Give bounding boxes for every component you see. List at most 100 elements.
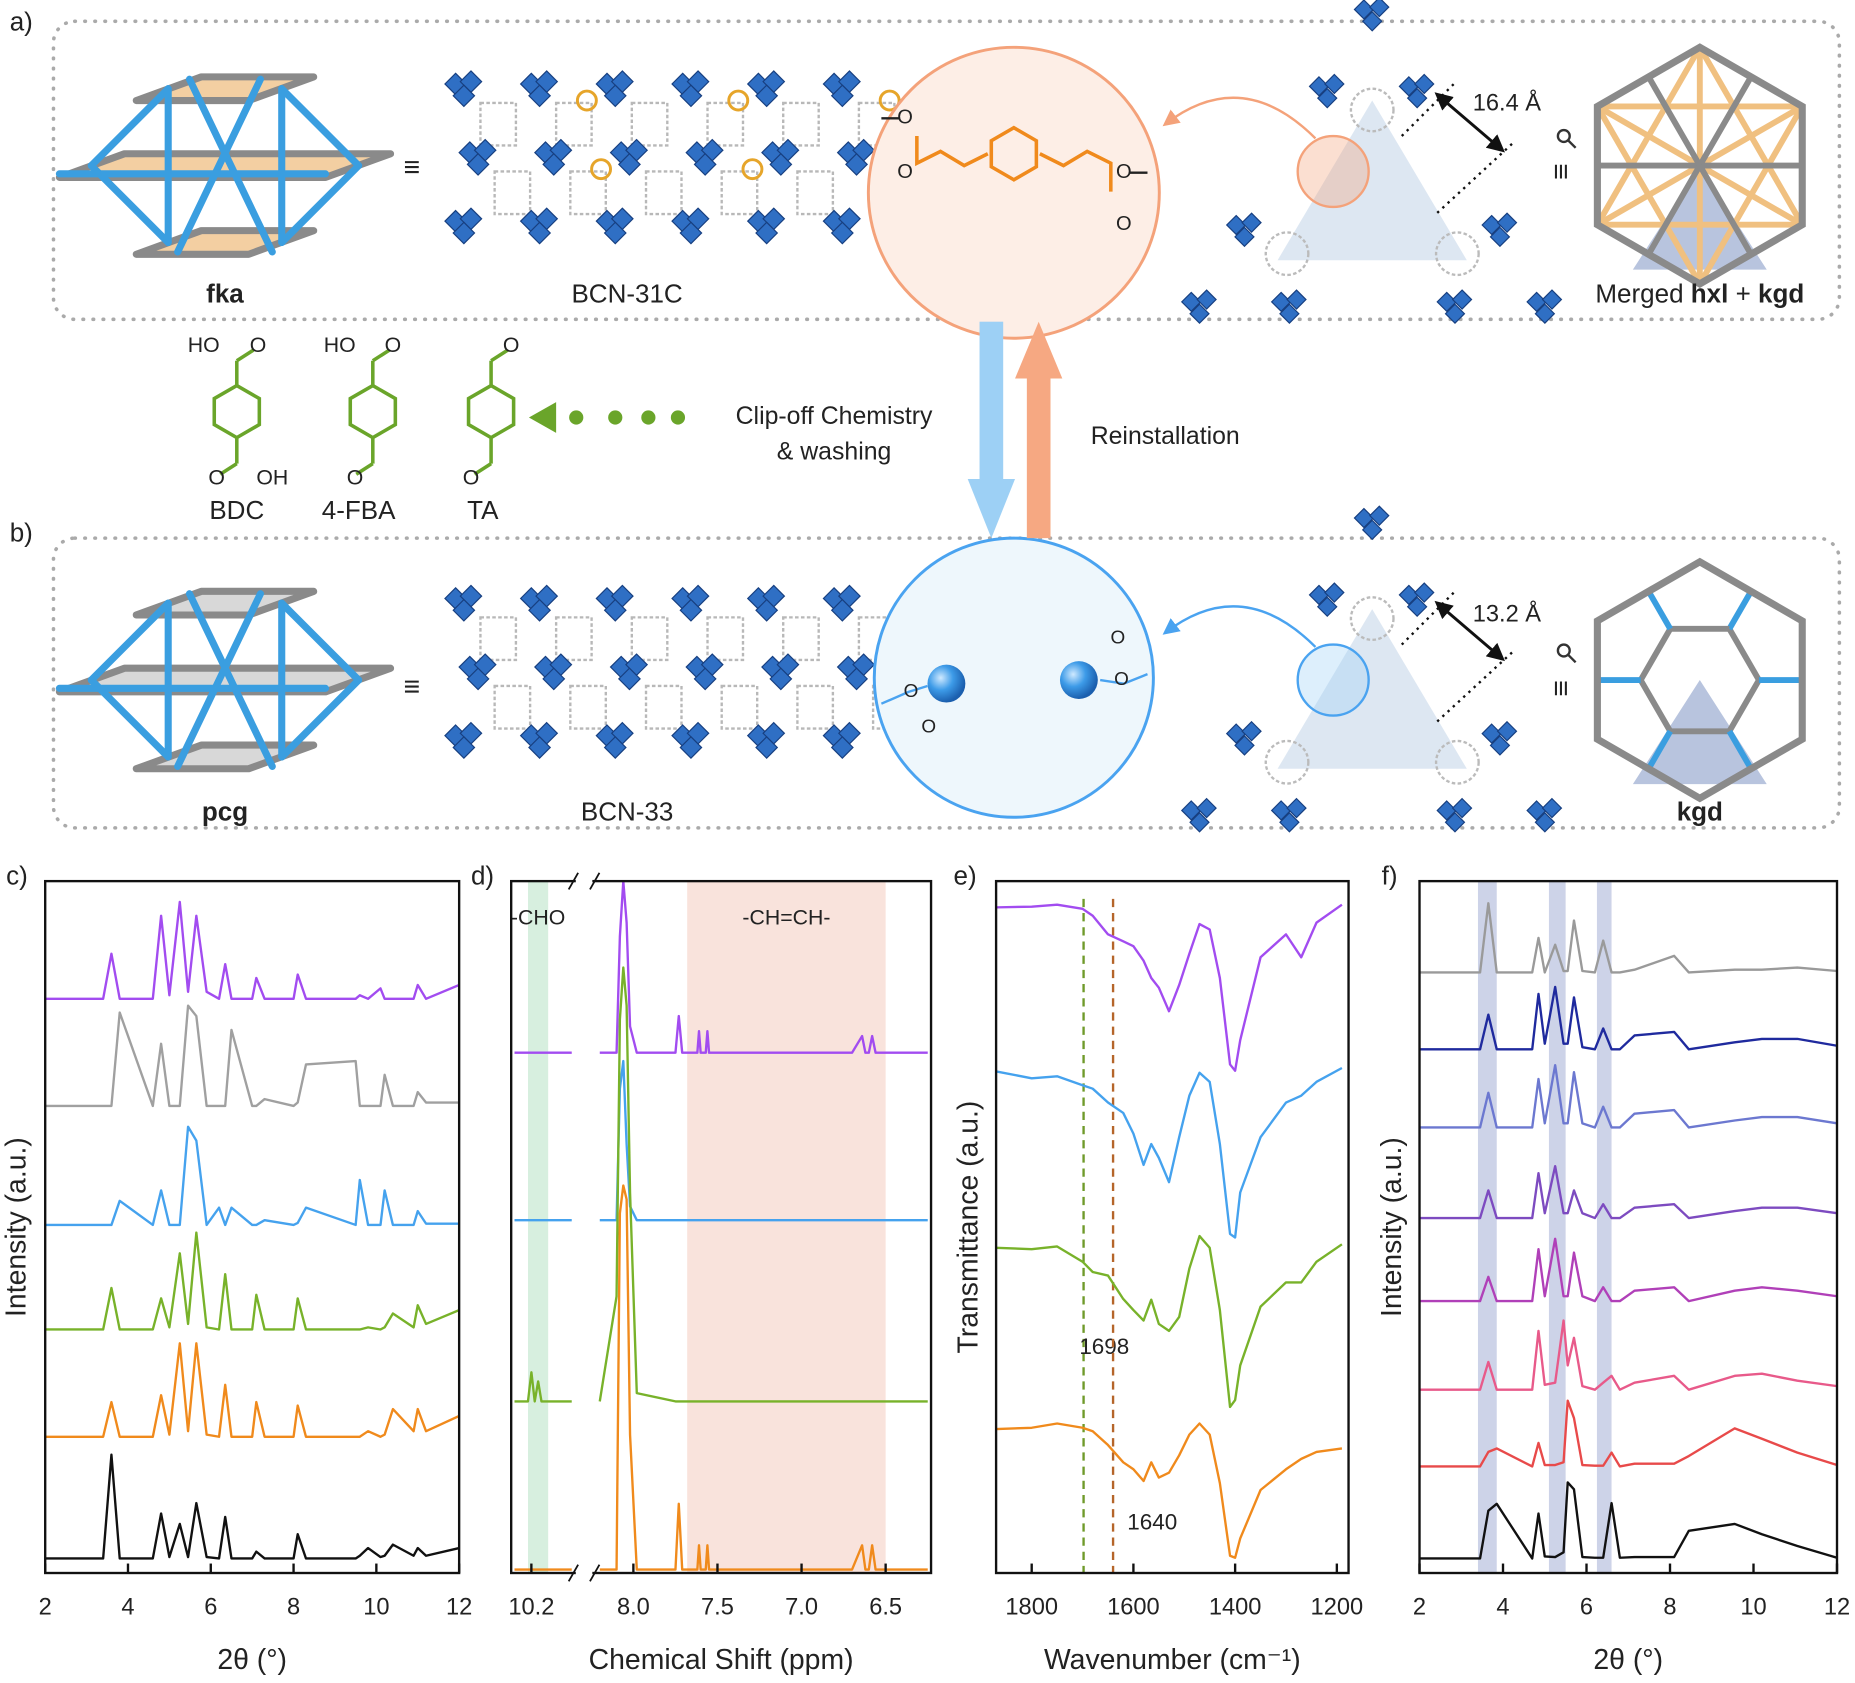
arrow bbox=[1015, 321, 1063, 379]
linker bbox=[493, 684, 532, 730]
bond bbox=[371, 348, 391, 363]
net-label-part: kgd bbox=[1758, 279, 1804, 309]
net-edge bbox=[1697, 164, 1754, 256]
net-edge bbox=[278, 676, 363, 761]
magnifier bbox=[1556, 643, 1571, 658]
magnifier bbox=[1556, 128, 1571, 144]
linker bbox=[493, 170, 532, 216]
label: pcg bbox=[202, 797, 248, 827]
net-edge bbox=[87, 676, 172, 761]
pointer bbox=[1162, 96, 1317, 140]
cluster bbox=[830, 598, 854, 622]
cluster bbox=[528, 84, 552, 108]
chart: 2 4 6 8 10 12 2θ (°) Intensity (a.u.) f) bbox=[1376, 860, 1850, 1676]
panel-label: e) bbox=[954, 860, 977, 890]
label: kgd bbox=[1677, 797, 1723, 827]
linker bbox=[741, 158, 764, 181]
bond bbox=[355, 462, 374, 476]
cluster bbox=[1241, 212, 1262, 233]
linker-name: TA bbox=[467, 495, 499, 525]
highlight-band bbox=[1477, 881, 1497, 1574]
net-edge bbox=[87, 599, 172, 684]
cluster bbox=[1451, 797, 1473, 819]
linker bbox=[644, 170, 683, 216]
net-edge bbox=[278, 599, 363, 684]
net-edge bbox=[1646, 75, 1703, 168]
linker bbox=[644, 684, 683, 730]
cluster bbox=[693, 152, 717, 176]
region-label: -CH=CH- bbox=[742, 906, 830, 930]
ring bbox=[466, 383, 516, 440]
cluster bbox=[466, 667, 490, 691]
cluster bbox=[452, 598, 476, 622]
plot-frame bbox=[994, 879, 1350, 1575]
label: O bbox=[897, 107, 913, 129]
label: 13.2 Å bbox=[1473, 599, 1542, 627]
cluster bbox=[1361, 519, 1383, 541]
data-line bbox=[1419, 985, 1838, 1051]
panel-label: a) bbox=[10, 7, 33, 37]
x-tick-label: 10 bbox=[1740, 1595, 1766, 1621]
x-axis-label: Wavenumber (cm⁻¹) bbox=[1044, 1644, 1301, 1676]
cluster bbox=[755, 84, 779, 108]
cluster bbox=[845, 152, 869, 176]
axis-break bbox=[575, 1569, 593, 1577]
cluster bbox=[845, 667, 869, 691]
dimension bbox=[1434, 600, 1505, 662]
cluster bbox=[1413, 582, 1435, 603]
cluster bbox=[528, 221, 552, 245]
panel-label: b) bbox=[10, 517, 33, 547]
cluster bbox=[528, 735, 552, 759]
cluster bbox=[679, 221, 703, 245]
ring bbox=[989, 125, 1039, 182]
x-tick-label: 1800 bbox=[1005, 1595, 1058, 1621]
net-edge bbox=[87, 85, 172, 170]
linker bbox=[720, 170, 759, 216]
label: fka bbox=[206, 279, 244, 309]
data-line bbox=[45, 900, 460, 1000]
x-axis-label: 2θ (°) bbox=[217, 1644, 287, 1676]
net-edge bbox=[1638, 678, 1673, 733]
process-label: Reinstallation bbox=[1091, 423, 1240, 450]
atom-label: O bbox=[208, 466, 225, 490]
cluster bbox=[617, 152, 641, 176]
break-mark bbox=[567, 872, 579, 890]
data-line bbox=[514, 881, 928, 1054]
cluster bbox=[693, 667, 717, 691]
label: ≡ bbox=[404, 152, 421, 184]
linker bbox=[1349, 87, 1395, 133]
bond bbox=[219, 462, 238, 476]
region-label: -CHO bbox=[511, 906, 565, 930]
label: ≡ bbox=[1545, 680, 1577, 697]
break-mark bbox=[589, 872, 601, 890]
magnifier bbox=[1567, 139, 1577, 149]
data-line bbox=[45, 1342, 460, 1438]
data-line bbox=[514, 1184, 928, 1571]
net-edge bbox=[1646, 729, 1673, 771]
metal-sphere bbox=[1059, 661, 1098, 699]
data-line bbox=[1419, 1481, 1838, 1560]
linker bbox=[554, 616, 593, 662]
cluster bbox=[1406, 87, 1428, 109]
atom-label: HO bbox=[324, 333, 356, 357]
data-line bbox=[45, 1004, 460, 1108]
linker bbox=[575, 89, 598, 112]
panel-label: f) bbox=[1382, 860, 1398, 890]
cluster bbox=[1286, 289, 1307, 310]
arrow-dot bbox=[670, 410, 686, 425]
process-label: & washing bbox=[777, 439, 892, 466]
x-tick-label: 8 bbox=[1663, 1595, 1676, 1621]
cluster bbox=[769, 667, 793, 691]
linker bbox=[878, 89, 901, 112]
label: O bbox=[897, 161, 913, 183]
shaded-region bbox=[528, 881, 549, 1574]
linker bbox=[706, 616, 745, 662]
cap bbox=[1100, 673, 1148, 685]
cluster bbox=[1489, 735, 1511, 756]
arrow bbox=[1026, 376, 1051, 539]
linker bbox=[479, 616, 518, 662]
net-label-part: Merged bbox=[1595, 279, 1690, 309]
x-tick-label: 4 bbox=[1496, 1595, 1509, 1621]
cluster bbox=[1534, 811, 1556, 833]
